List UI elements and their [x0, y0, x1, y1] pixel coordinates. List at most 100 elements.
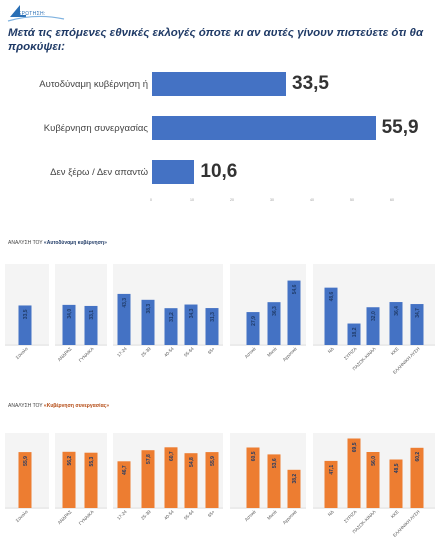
breakdown-value-label: 53,6 [272, 458, 278, 468]
breakdown-bar [366, 307, 380, 345]
main-bar [152, 160, 195, 184]
breakdown-category-label: ΣΥΡΙΖΑ [343, 509, 358, 524]
breakdown-category-label: 40-54 [163, 346, 175, 358]
section-title-single-party: ΑΝΑΛΥΣΗ ΤΟΥ «Αυτοδύναμη κυβέρνηση» [8, 240, 107, 246]
breakdown-category-label: Μικτά [265, 508, 278, 521]
breakdown-bar [366, 452, 380, 508]
breakdown-value-label: 32,0 [371, 311, 377, 321]
breakdown-value-label: 36,3 [272, 306, 278, 316]
breakdown-bar [347, 438, 361, 508]
breakdown-bar [410, 304, 424, 345]
breakdown-category-label: 65+ [207, 509, 216, 518]
logo-text: ΕΡΩΤΗΣΗ: [18, 11, 46, 17]
breakdown-category-label: Σύνολο [14, 345, 29, 360]
breakdown-category-label: ΝΔ [327, 346, 335, 354]
breakdown-value-label: 60,5 [251, 451, 257, 461]
breakdown-category-label: 55-64 [183, 509, 195, 521]
breakdown-bar [246, 447, 260, 508]
breakdown-value-label: 31,3 [210, 312, 216, 322]
main-x-tick: 30 [270, 198, 274, 202]
breakdown-chart-single-party: 33,5 Σύνολο 34,0 ΑΝΔΡΑΣ 33,1 ΓΥΝΑΙΚΑ 43,3 17-24… [5, 264, 435, 375]
breakdown-category-label: Μικτά [265, 345, 278, 358]
breakdown-category-label: Αστικά [243, 345, 257, 359]
question-title: Μετά τις επόμενες εθνικές εκλογές όποτε … [8, 27, 424, 53]
breakdown-value-label: 33,1 [89, 310, 95, 320]
logo-mark-icon [7, 5, 65, 22]
main-category-label: Κυβέρνηση συνεργασίας [43, 123, 148, 134]
breakdown-value-label: 34,0 [67, 309, 73, 319]
breakdown-value-label: 48,5 [394, 463, 400, 473]
breakdown-category-label: 65+ [207, 346, 216, 355]
breakdown-category-label: ΓΥΝΑΙΚΑ [78, 346, 95, 363]
breakdown-bar [184, 453, 198, 508]
breakdown-value-label: 60,2 [415, 452, 421, 462]
breakdown-value-label: 56,2 [67, 456, 73, 466]
main-x-tick: 60 [390, 198, 394, 202]
main-bar [152, 72, 286, 96]
main-bar [152, 116, 376, 140]
breakdown-bar [117, 461, 131, 508]
breakdown-value-label: 60,7 [169, 451, 175, 461]
breakdown-value-label: 33,5 [23, 309, 29, 319]
breakdown-value-label: 56,0 [371, 456, 377, 466]
breakdown-chart-coalition: 55,9 Σύνολο 56,2 ΑΝΔΡΑΣ 55,3 ΓΥΝΑΙΚΑ 46,7 17-24… [5, 433, 435, 538]
breakdown-value-label: 27,9 [251, 316, 257, 326]
main-x-tick: 0 [150, 198, 152, 202]
breakdown-value-label: 47,1 [329, 465, 335, 475]
breakdown-value-label: 31,2 [169, 312, 175, 322]
main-value-label: 55,9 [381, 117, 419, 138]
breakdown-value-label: 46,7 [122, 465, 128, 475]
main-x-tick: 40 [310, 198, 314, 202]
breakdown-value-label: 43,3 [122, 298, 128, 308]
breakdown-bar [410, 447, 424, 508]
breakdown-category-label: 55-64 [183, 346, 195, 358]
main-value-label: 33,5 [292, 73, 329, 94]
breakdown-category-label: ΑΝΔΡΑΣ [57, 346, 73, 362]
breakdown-value-label: 55,3 [89, 456, 95, 466]
main-x-tick: 20 [230, 198, 234, 202]
breakdown-bar [62, 304, 76, 345]
breakdown-bar [18, 305, 32, 345]
breakdown-bar [117, 293, 131, 345]
breakdown-category-label: Αστικά [243, 508, 257, 522]
breakdown-bar [287, 469, 301, 508]
breakdown-category-label: 17-24 [116, 346, 128, 358]
breakdown-bar [389, 302, 403, 345]
breakdown-bar [184, 304, 198, 345]
breakdown-value-label: 34,3 [189, 308, 195, 318]
breakdown-bar [246, 312, 260, 345]
breakdown-value-label: 55,9 [210, 456, 216, 466]
breakdown-value-label: 38,2 [292, 474, 298, 484]
breakdown-bar [62, 451, 76, 508]
breakdown-category-label: ΓΥΝΑΙΚΑ [78, 509, 95, 526]
section-title-coalition: ΑΝΑΛΥΣΗ ΤΟΥ «Κυβέρνηση συνεργασίας» [8, 403, 110, 409]
breakdown-category-label: ΑΝΔΡΑΣ [57, 509, 73, 525]
breakdown-value-label: 57,8 [146, 454, 152, 464]
breakdown-value-label: 18,2 [352, 327, 358, 337]
breakdown-value-label: 55,9 [23, 456, 29, 466]
breakdown-category-label: 25-39 [140, 346, 152, 358]
breakdown-bar [205, 308, 219, 345]
breakdown-bar [205, 452, 219, 508]
breakdown-category-label: 40-54 [163, 509, 175, 521]
breakdown-bar [324, 460, 338, 508]
breakdown-bar [18, 452, 32, 508]
breakdown-value-label: 34,7 [415, 308, 421, 318]
breakdown-bar [84, 305, 98, 345]
breakdown-value-label: 36,4 [394, 306, 400, 316]
breakdown-bar [141, 450, 155, 508]
breakdown-bar [324, 287, 338, 345]
breakdown-bar [141, 299, 155, 345]
breakdown-category-label: 25-39 [140, 509, 152, 521]
breakdown-bar [164, 308, 178, 345]
breakdown-category-label: ΚΚΕ [390, 509, 400, 519]
breakdown-category-label: Σύνολο [14, 508, 29, 523]
breakdown-value-label: 69,5 [352, 442, 358, 452]
breakdown-value-label: 38,3 [146, 304, 152, 314]
breakdown-bar [267, 302, 281, 345]
main-horizontal-bar-chart: Αυτοδύναμη κυβέρνηση ή 33,5 Κυβέρνηση συνε… [0, 62, 439, 212]
breakdown-category-label: ΣΥΡΙΖΑ [343, 346, 358, 361]
breakdown-value-label: 54,8 [189, 457, 195, 467]
breakdown-bar [389, 459, 403, 508]
breakdown-category-label: 17-24 [116, 509, 128, 521]
